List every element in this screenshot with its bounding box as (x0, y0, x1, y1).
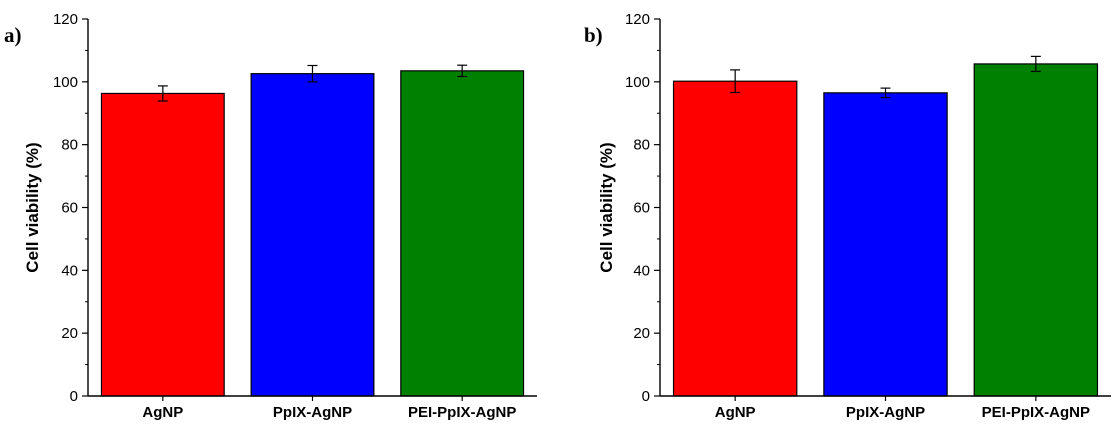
y-tick-label: 100 (53, 74, 78, 91)
y-tick-label: 40 (633, 262, 650, 279)
y-tick-label: 60 (61, 200, 78, 217)
y-tick-label: 80 (633, 137, 650, 154)
category-label: PpIX-AgNP (273, 404, 352, 421)
y-axis-title: Cell viability (%) (597, 142, 616, 272)
bar-ppix-agnp (823, 92, 948, 397)
y-tick-label: 80 (61, 137, 78, 154)
bar-agnp (100, 92, 225, 397)
panel-label: a) (4, 23, 22, 47)
y-tick-label: 120 (53, 11, 78, 28)
y-tick-label: 100 (625, 74, 650, 91)
y-tick-label: 0 (70, 388, 78, 405)
bar-ppix-agnp (250, 73, 375, 397)
category-label: PpIX-AgNP (846, 404, 925, 421)
bar-pei-ppix-agnp (973, 63, 1099, 397)
panel-b: b) AgNP PpIX-AgNP PEI-PpIX-AgNP 0 20 40 60 80 100… (584, 11, 1111, 421)
category-label: PEI-PpIX-AgNP (982, 404, 1090, 421)
y-axis-title: Cell viability (%) (23, 142, 42, 272)
y-tick-label: 120 (625, 11, 650, 28)
category-label: AgNP (715, 404, 756, 421)
bar-agnp (672, 80, 798, 397)
y-tick-label: 0 (642, 388, 650, 405)
panel-label: b) (584, 23, 603, 47)
y-tick-label: 40 (61, 262, 78, 279)
y-tick-label: 20 (61, 325, 78, 342)
bar-pei-ppix-agnp (400, 70, 525, 397)
category-label: AgNP (142, 404, 183, 421)
y-tick-label: 60 (633, 200, 650, 217)
category-label: PEI-PpIX-AgNP (408, 404, 516, 421)
panel-a: a) AgNP PpIX-AgNP PEI-PpIX-AgNP 0 20 40 60 80 100… (4, 11, 537, 421)
y-tick-label: 20 (633, 325, 650, 342)
